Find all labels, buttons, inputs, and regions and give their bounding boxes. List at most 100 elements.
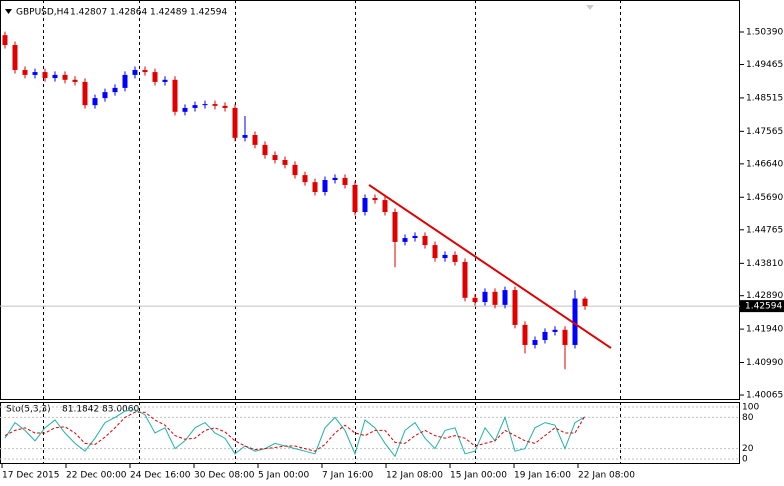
y-tick-label: 1.45690	[746, 193, 783, 203]
candle-body	[242, 135, 248, 138]
candle-body	[152, 72, 158, 82]
x-tick-label: 22 Dec 00:00	[66, 471, 127, 481]
candle-body	[382, 200, 388, 213]
candle-body	[422, 235, 428, 246]
x-tick-label: 24 Dec 16:00	[130, 471, 191, 481]
x-tick-label: 5 Jan 00:00	[258, 471, 310, 481]
candle-body	[92, 98, 98, 106]
indicator-main-value: 81.1842	[62, 405, 99, 415]
candle-body	[292, 164, 298, 176]
candle-body	[62, 74, 68, 80]
candle-body	[542, 331, 548, 341]
current-price-box	[740, 300, 784, 313]
candle-body	[252, 135, 258, 145]
candle-body	[522, 324, 528, 345]
candle-body	[352, 184, 358, 213]
y-tick-label: 1.50390	[746, 27, 783, 37]
candle-body	[492, 291, 498, 305]
candle-body	[482, 291, 488, 303]
candle-body	[192, 105, 198, 108]
candle-body	[432, 245, 438, 259]
indicator-frame	[0, 402, 740, 464]
candle-body	[22, 69, 28, 75]
candle-body	[532, 340, 538, 345]
candle-body	[572, 298, 578, 345]
y-tick-label: 1.42890	[746, 291, 783, 301]
candle-body	[172, 79, 178, 112]
y-tick-label: 1.40065	[746, 391, 783, 401]
y-tick-label: 1.41940	[746, 325, 783, 335]
y-tick-label: 1.40990	[746, 358, 783, 368]
candle-body	[452, 254, 458, 262]
header-close: 1.42594	[190, 8, 227, 18]
main-frame	[0, 0, 740, 400]
y-tick-label: 1.46640	[746, 159, 783, 169]
indicator-tick-label: 20	[742, 444, 754, 454]
candle-body	[162, 79, 168, 82]
candle-body	[472, 297, 478, 303]
candle-body	[122, 74, 128, 88]
candle-body	[102, 92, 108, 99]
candle-body	[112, 87, 118, 93]
period-separators	[43, 0, 621, 464]
indicator-tick-label: 100	[742, 403, 759, 413]
candle-body	[202, 104, 208, 106]
candle-body	[182, 107, 188, 112]
stochastic-main	[4, 409, 586, 458]
candle-body	[32, 72, 38, 75]
y-tick-label: 1.48515	[746, 93, 783, 103]
candle-body	[262, 144, 268, 156]
candle-body	[502, 290, 508, 305]
candle-body	[552, 329, 558, 332]
candle-body	[402, 238, 408, 242]
y-tick-label: 1.44765	[746, 225, 783, 235]
indicator-tick-label: 80	[742, 413, 754, 423]
candle-body	[72, 79, 78, 82]
y-tick-label: 1.43810	[746, 259, 783, 269]
candle-body	[222, 105, 228, 108]
candle-body	[42, 72, 48, 79]
candle-body	[362, 197, 368, 213]
candle-body	[12, 45, 18, 70]
x-tick-label: 15 Jan 00:00	[450, 471, 507, 481]
candle-body	[512, 290, 518, 325]
candle-body	[312, 182, 318, 192]
candle-body	[412, 235, 418, 239]
candle-body	[342, 177, 348, 185]
indicator-signal-value: 83.0060	[102, 405, 139, 415]
header-open: 1.42807	[70, 8, 107, 18]
candle-body	[142, 69, 148, 73]
candle-body	[392, 212, 398, 242]
trendline	[368, 184, 612, 349]
candle-body	[322, 180, 328, 192]
candle-body	[332, 177, 338, 181]
y-tick-label: 1.49465	[746, 60, 783, 70]
candle-body	[372, 197, 378, 201]
shift-marker	[586, 5, 594, 10]
candle-body	[442, 254, 448, 259]
menu-arrow	[5, 9, 12, 14]
x-tick-label: 7 Jan 16:00	[322, 471, 374, 481]
candle-body	[132, 69, 138, 75]
y-tick-label: 1.47565	[746, 127, 783, 137]
candle-body	[272, 155, 278, 160]
candle-body	[2, 35, 8, 46]
x-tick-label: 19 Jan 16:00	[514, 471, 571, 481]
x-tick-label: 12 Jan 08:00	[386, 471, 443, 481]
candle-body	[562, 329, 568, 345]
candle-body	[462, 261, 468, 298]
symbol-label: GBPUSD,H4	[16, 8, 69, 18]
candle-body	[82, 81, 88, 106]
candle-body	[302, 175, 308, 183]
stochastic-signal	[4, 411, 586, 452]
candle-body	[282, 159, 288, 165]
current-price-label: 1.42594	[745, 302, 782, 312]
indicator-name: Sto(5,3,3)	[6, 405, 51, 415]
header-low: 1.42489	[150, 8, 187, 18]
x-tick-label: 30 Dec 08:00	[194, 471, 255, 481]
x-tick-label: 17 Dec 2015	[2, 471, 60, 481]
x-tick-label: 22 Jan 08:00	[578, 471, 635, 481]
indicator-tick-label: 0	[742, 455, 748, 465]
